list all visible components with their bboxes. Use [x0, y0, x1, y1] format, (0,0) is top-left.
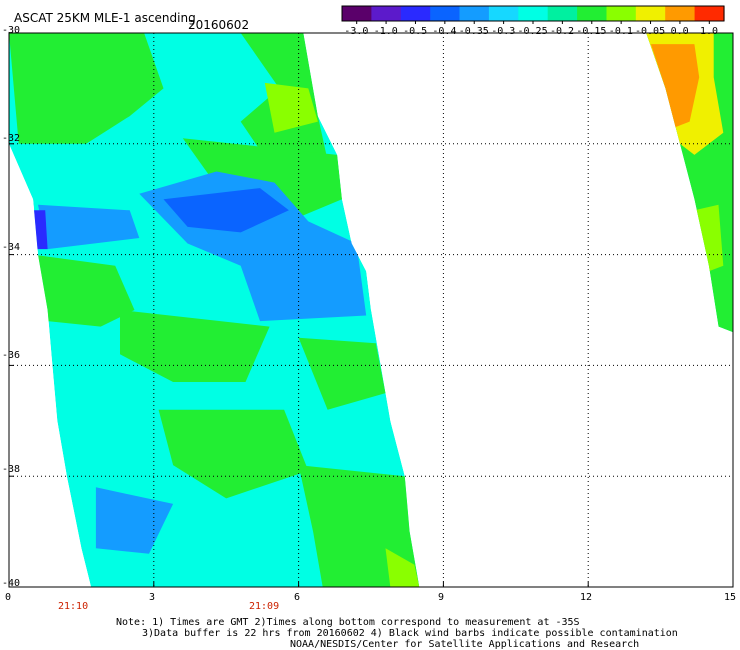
pass-time-label: 21:09: [249, 601, 280, 612]
colorbar-swatch: [488, 6, 519, 21]
colorbar-swatch: [577, 6, 608, 21]
colorbar-tick-label: -3.0: [344, 26, 369, 37]
x-tick-label: 9: [438, 592, 445, 603]
colorbar-swatch: [547, 6, 578, 21]
colorbar-tick-label: -0.1: [608, 26, 633, 37]
plot-frame: [8, 32, 734, 588]
note-line-2: 3)Data buffer is 22 hrs from 20160602 4)…: [142, 628, 678, 639]
colorbar-tick-label: -0.35: [458, 26, 489, 37]
swath-cell: [298, 337, 386, 410]
swath-cell: [9, 33, 164, 144]
colorbar-tick-label: -0.15: [576, 26, 607, 37]
colorbar-tick-label: 1.0: [700, 26, 719, 37]
note-line-1: Note: 1) Times are GMT 2)Times along bot…: [116, 617, 580, 628]
map-title: ASCAT 25KM MLE-1 ascending: [14, 11, 196, 25]
y-tick-label: -36: [2, 350, 21, 361]
swath-cell: [182, 138, 342, 222]
x-tick-label: 15: [724, 592, 737, 603]
swath-cell: [650, 44, 700, 128]
east-swath: [646, 33, 733, 333]
swath-cell: [264, 82, 318, 133]
x-tick-label: 0: [5, 592, 12, 603]
swath-cell: [163, 188, 289, 233]
x-tick-label: 6: [294, 592, 301, 603]
x-tick-label: 3: [149, 592, 156, 603]
colorbar-tick-label: -0.2: [550, 26, 575, 37]
colorbar-swatch: [342, 6, 372, 21]
y-tick-label: -30: [2, 25, 21, 36]
map-date: 20160602: [188, 18, 250, 32]
y-tick-label: -38: [2, 464, 21, 475]
y-tick-label: -40: [2, 578, 21, 589]
colorbar-swatch: [665, 6, 696, 21]
colorbar-tick-label: -0.4: [432, 26, 457, 37]
colorbar-tick-label: -0.5: [403, 26, 428, 37]
swath-cell: [694, 204, 724, 272]
colorbar-swatch: [459, 6, 490, 21]
swath-cell: [385, 548, 420, 587]
y-tick-label: -34: [2, 242, 21, 253]
colorbar: [341, 5, 725, 24]
swath-layer: [9, 33, 733, 587]
main-swath: [9, 33, 420, 587]
x-tick-label: 12: [580, 592, 593, 603]
colorbar-tick-label: -1.0: [373, 26, 398, 37]
swath-cell: [33, 210, 48, 250]
colorbar-tick-label: -0.05: [635, 26, 666, 37]
swath-cell: [33, 254, 135, 327]
pass-time-label: 21:10: [58, 601, 89, 612]
colorbar-swatch: [635, 6, 666, 21]
plot-border: [8, 32, 734, 588]
colorbar-tick-label: 0.0: [670, 26, 689, 37]
swath-cell: [120, 310, 270, 382]
gridlines: [9, 33, 733, 587]
colorbar-tick-label: -0.3: [491, 26, 516, 37]
colorbar-swatch: [518, 6, 549, 21]
swath-cell: [38, 204, 140, 250]
colorbar-swatch: [430, 6, 461, 21]
colorbar-swatch: [371, 6, 402, 21]
y-tick-label: -32: [2, 133, 21, 144]
colorbar-swatch: [694, 6, 725, 21]
colorbar-tick-label: -0.25: [517, 26, 548, 37]
colorbar-swatch: [606, 6, 637, 21]
note-line-3: NOAA/NESDIS/Center for Satellite Applica…: [290, 639, 640, 650]
swath-cell: [158, 409, 309, 499]
colorbar-swatch: [400, 6, 431, 21]
